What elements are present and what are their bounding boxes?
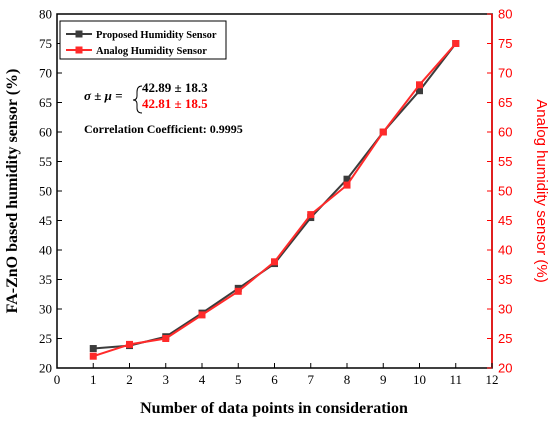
y-tick-label-left: 55 <box>39 154 52 169</box>
y-tick-label-right: 55 <box>498 154 512 169</box>
y-tick-label-left: 20 <box>39 361 52 376</box>
data-point-analog <box>343 181 351 189</box>
legend: Proposed Humidity Sensor Analog Humidity… <box>59 20 227 60</box>
data-point-analog <box>234 287 242 295</box>
x-tick-label: 2 <box>126 372 133 387</box>
x-tick-label: 8 <box>344 372 351 387</box>
data-point-analog <box>307 211 315 219</box>
stat-analog: 42.81 ± 18.5 <box>142 96 208 111</box>
data-point-proposed <box>343 175 351 183</box>
data-point-analog <box>198 311 206 319</box>
y-tick-label-right: 20 <box>498 361 512 376</box>
stat-brace <box>132 85 143 114</box>
legend-marker-proposed <box>75 30 83 38</box>
y-tick-label-right: 60 <box>498 125 512 140</box>
legend-label-analog: Analog Humidity Sensor <box>96 46 207 57</box>
data-point-analog <box>452 40 460 47</box>
y-tick-label-right: 35 <box>498 272 512 287</box>
y-tick-label-left: 25 <box>39 331 52 346</box>
data-point-analog <box>89 352 97 360</box>
legend-label-proposed: Proposed Humidity Sensor <box>96 30 217 41</box>
y-tick-label-left: 65 <box>39 95 52 110</box>
legend-box <box>59 20 227 60</box>
y-tick-label-left: 35 <box>39 272 52 287</box>
y-tick-label-right: 50 <box>498 184 512 199</box>
y-tick-label-left: 60 <box>39 125 52 140</box>
y-tick-label-right: 25 <box>498 331 512 346</box>
y-tick-label-right: 40 <box>498 243 512 258</box>
y-tick-label-left: 50 <box>39 184 52 199</box>
y-tick-label-right: 70 <box>498 66 512 81</box>
data-point-analog <box>379 128 387 136</box>
y-axis-label-left: FA-ZnO based humidity sensor (%) <box>4 69 21 314</box>
legend-marker-analog <box>75 46 83 54</box>
y-tick-label-right: 45 <box>498 213 512 228</box>
data-point-proposed <box>89 345 97 353</box>
data-point-analog <box>126 340 133 348</box>
x-tick-label: 10 <box>413 372 426 387</box>
plot-frame <box>56 13 493 369</box>
x-tick-label: 7 <box>308 372 315 387</box>
y-tick-label-left: 80 <box>39 7 52 22</box>
y-tick-label-left: 45 <box>39 213 52 228</box>
y-tick-label-left: 40 <box>39 243 52 258</box>
stat-annotation: σ ± μ = 42.89 ± 18.3 42.81 ± 18.5 <box>84 80 208 114</box>
y-tick-label-right: 30 <box>498 302 512 317</box>
x-axis-label: Number of data points in consideration <box>140 400 408 417</box>
correlation-coefficient: Correlation Coefficient: 0.9995 <box>84 122 243 136</box>
x-tick-label: 4 <box>199 372 206 387</box>
y-tick-label-left: 75 <box>39 36 52 51</box>
x-tick-label: 1 <box>90 372 97 387</box>
x-tick-label: 11 <box>449 372 462 387</box>
y-axis-label-right: Analog humidity sensor (%) <box>533 99 550 282</box>
data-point-analog <box>271 258 278 266</box>
stat-proposed: 42.89 ± 18.3 <box>142 80 208 95</box>
x-tick-label: 3 <box>163 372 170 387</box>
data-point-proposed <box>416 87 423 95</box>
y-tick-label-left: 30 <box>39 302 52 317</box>
x-tick-label: 5 <box>235 372 242 387</box>
x-tick-label: 6 <box>271 372 278 387</box>
x-tick-label: 0 <box>54 372 61 387</box>
stat-lhs: σ ± μ = <box>84 88 123 103</box>
y-tick-label-right: 75 <box>498 36 512 51</box>
x-tick-label: 9 <box>380 372 387 387</box>
y-tick-label-right: 80 <box>498 7 512 22</box>
y-tick-label-right: 65 <box>498 95 512 110</box>
x-tick-label: 12 <box>486 372 499 387</box>
series-layer <box>89 40 460 360</box>
data-point-analog <box>416 81 423 89</box>
data-point-analog <box>162 335 170 342</box>
y-tick-label-left: 70 <box>39 66 52 81</box>
